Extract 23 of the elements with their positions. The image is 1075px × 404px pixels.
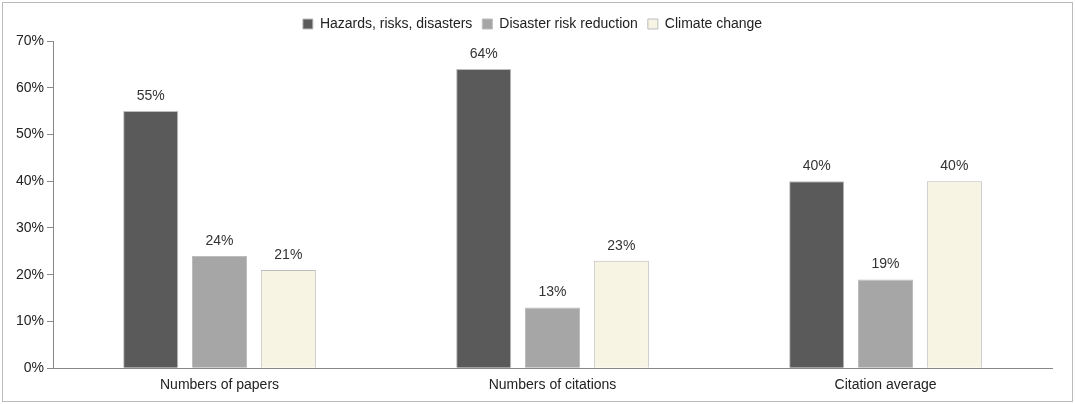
- data-label: 55%: [136, 86, 165, 103]
- x-tick-label: Citation average: [834, 376, 937, 393]
- data-label: 40%: [940, 157, 969, 174]
- y-tick-label: 0%: [23, 359, 45, 376]
- data-label: 24%: [205, 231, 234, 248]
- y-tick-label: 50%: [15, 125, 45, 142]
- data-label: 21%: [274, 245, 303, 262]
- data-label: 13%: [538, 283, 567, 300]
- y-tick-label: 40%: [15, 172, 45, 189]
- data-label: 64%: [469, 44, 498, 61]
- y-tick-label: 70%: [15, 31, 45, 48]
- y-tick-label: 10%: [15, 312, 45, 329]
- y-tick-label: 20%: [15, 265, 45, 282]
- data-label: 40%: [802, 157, 831, 174]
- legend-label: Disaster risk reduction: [499, 14, 638, 31]
- legend-label: Climate change: [664, 14, 763, 31]
- y-tick-label: 60%: [15, 78, 45, 95]
- y-tick-label: 30%: [15, 218, 45, 235]
- legend-label: Hazards, risks, disasters: [319, 14, 473, 31]
- data-label: 19%: [871, 255, 900, 272]
- x-tick-label: Numbers of papers: [159, 376, 280, 393]
- data-label: 23%: [607, 236, 636, 253]
- x-tick-label: Numbers of citations: [488, 376, 617, 393]
